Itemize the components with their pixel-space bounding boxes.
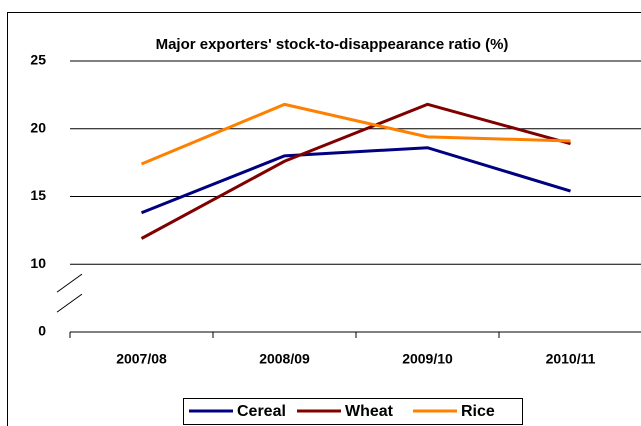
- x-tick-label: 2010/11: [546, 351, 596, 367]
- chart-title: Major exporters' stock-to-disappearance …: [156, 36, 509, 53]
- legend-label: Rice: [461, 403, 495, 420]
- series-line: [140, 102, 571, 240]
- legend-box: [183, 398, 523, 425]
- y-tick-label: 10: [30, 255, 46, 271]
- x-tick-label: 2008/09: [259, 351, 310, 367]
- y-tick-label: 20: [30, 119, 46, 135]
- y-tick-label: 0: [38, 323, 46, 339]
- x-tick-label: 2009/10: [402, 351, 453, 367]
- y-tick-label: 15: [30, 187, 46, 203]
- legend-label: Wheat: [345, 403, 394, 420]
- series-line: [140, 146, 571, 215]
- x-tick-label: 2007/08: [116, 351, 167, 367]
- y-tick-label: 25: [30, 52, 46, 68]
- legend-label: Cereal: [237, 403, 286, 420]
- axis-break: [56, 293, 83, 313]
- axis-break: [56, 273, 83, 293]
- series-line: [140, 102, 571, 166]
- chart-border: [7, 12, 641, 426]
